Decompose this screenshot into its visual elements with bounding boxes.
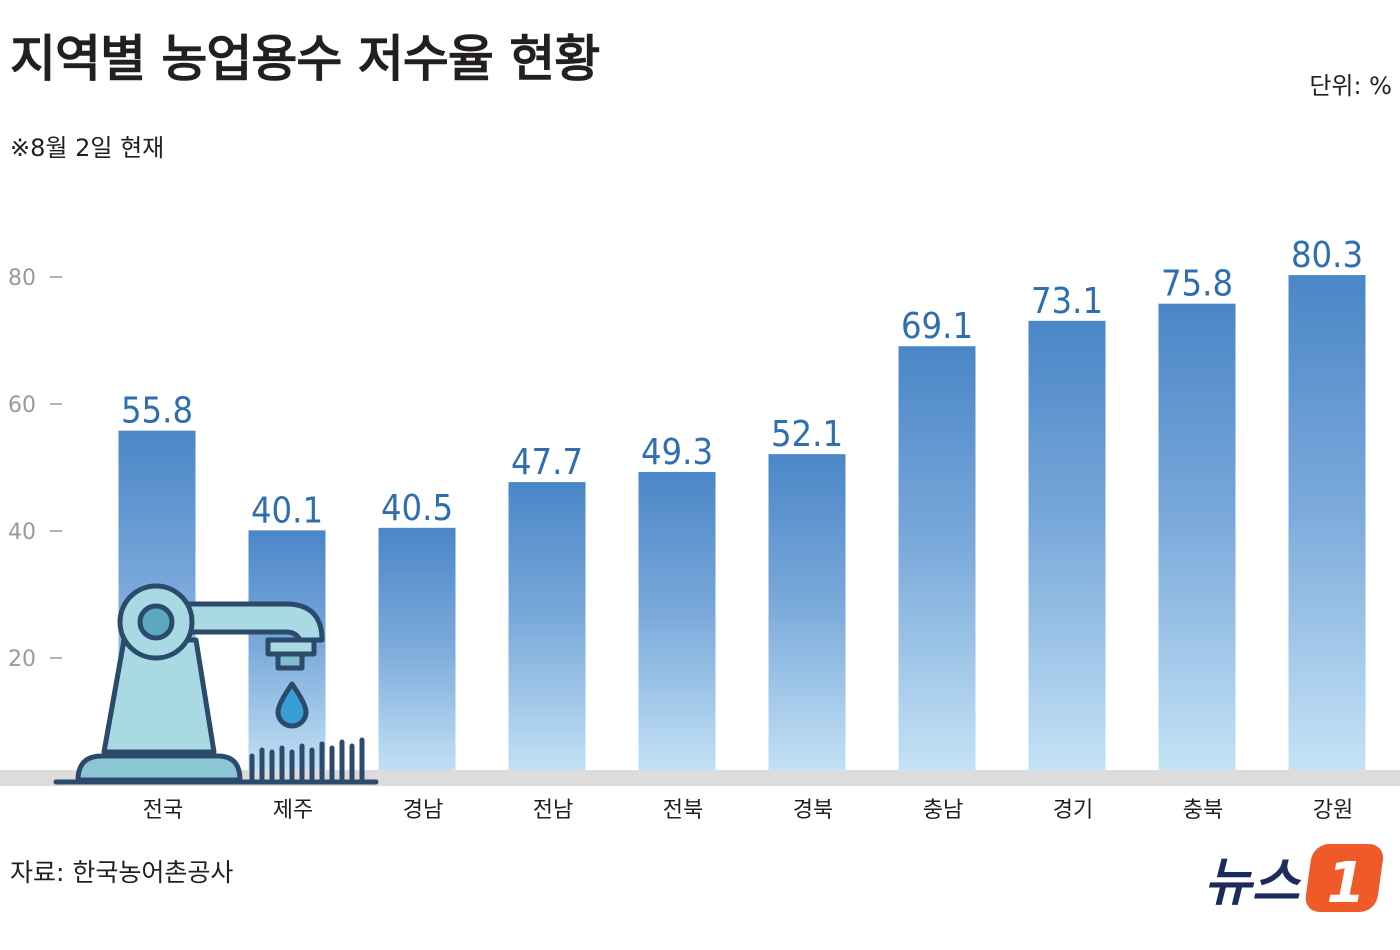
value-label: 47.7 [511, 442, 583, 483]
logo-text: 뉴스 [1204, 853, 1302, 913]
x-tick-label: 경기 [1053, 798, 1093, 823]
value-label: 73.1 [1031, 281, 1103, 322]
x-tick-label: 충북 [1183, 798, 1223, 823]
y-tick-label: 60 [8, 393, 36, 418]
y-tick-label: 20 [8, 647, 36, 672]
bar [1028, 320, 1106, 785]
value-label: 75.8 [1161, 264, 1233, 305]
bar [768, 454, 846, 785]
news1-logo: 뉴스 1 [1204, 844, 1384, 916]
y-tick-label: 80 [8, 266, 36, 291]
bar [508, 482, 586, 785]
x-tick-label: 제주 [273, 798, 313, 823]
x-tick-label: 전북 [663, 798, 703, 823]
value-label: 69.1 [901, 306, 973, 347]
x-tick-label: 전국 [143, 798, 183, 823]
bar [898, 346, 976, 785]
logo-mark-bg [1305, 844, 1384, 912]
value-label: 40.1 [251, 490, 323, 531]
source-note: 자료: 한국농어촌공사 [10, 858, 234, 887]
bar [1158, 303, 1236, 785]
y-tick-label: 40 [8, 520, 36, 545]
unit-label: 단위: % [1309, 72, 1392, 100]
value-label: 49.3 [641, 432, 713, 473]
bar [378, 527, 456, 785]
x-tick-label: 경북 [793, 798, 833, 823]
x-tick-label: 강원 [1313, 798, 1353, 823]
chart-title: 지역별 농업용수 저수율 현황 [10, 30, 600, 88]
value-labels: 55.8 40.1 40.5 47.7 49.3 52.1 69.1 73.1 75.8 80.3 [121, 235, 1363, 531]
x-tick-label: 전남 [533, 798, 573, 823]
value-label: 40.5 [381, 488, 453, 529]
value-label: 55.8 [121, 391, 193, 432]
x-tick-label: 경남 [403, 798, 443, 823]
x-tick-label: 충남 [923, 798, 963, 823]
logo-mark: 1 [1327, 851, 1366, 916]
faucet-icon [53, 583, 379, 785]
bar [1288, 275, 1366, 785]
value-label: 80.3 [1291, 235, 1363, 276]
date-note: ※8월 2일 현재 [10, 134, 165, 162]
value-label: 52.1 [771, 414, 843, 455]
y-axis: 20 40 60 80 [8, 266, 62, 672]
x-axis-labels: 전국 제주 경남 전남 전북 경북 충남 경기 충북 강원 [143, 798, 1353, 823]
bar [638, 471, 716, 785]
